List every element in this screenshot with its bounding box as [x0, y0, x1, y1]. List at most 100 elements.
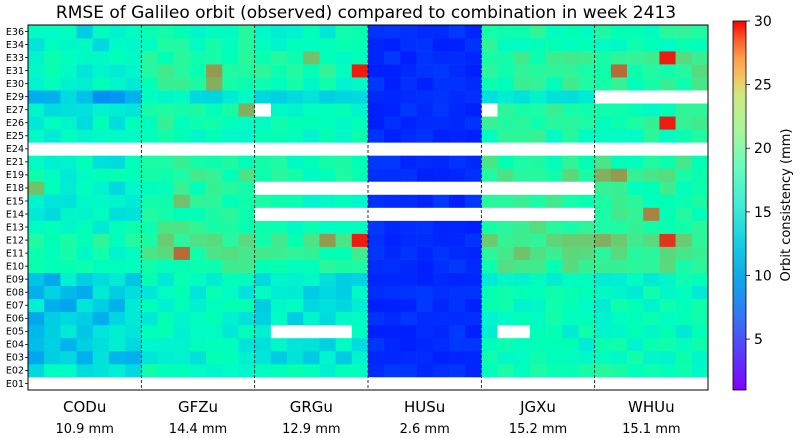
- heatmap-cell: [400, 272, 417, 287]
- heatmap-cell: [416, 51, 434, 65]
- heatmap-cell: [157, 220, 175, 234]
- heatmap-cell: [60, 51, 77, 65]
- heatmap-cell: [448, 181, 466, 195]
- heatmap-cell: [481, 116, 498, 130]
- heatmap-cell: [675, 129, 693, 143]
- heatmap-cell: [675, 181, 693, 195]
- heatmap-cell: [108, 38, 126, 52]
- heatmap-cell: [287, 220, 304, 234]
- y-tick-label: E09: [6, 274, 24, 285]
- heatmap-cell: [270, 116, 288, 130]
- heatmap-cell: [335, 363, 353, 378]
- heatmap-cell: [44, 298, 61, 313]
- heatmap-cell: [254, 363, 272, 378]
- heatmap-cell: [481, 337, 498, 352]
- colorbar-tick-label: 5: [754, 332, 763, 348]
- heatmap-cell: [497, 298, 515, 313]
- heatmap-cell: [173, 363, 191, 378]
- heatmap-cell: [28, 103, 45, 117]
- heatmap-cell: [627, 285, 644, 300]
- heatmap-cell: [44, 103, 61, 117]
- heatmap-cell: [44, 376, 61, 391]
- heatmap-cell: [60, 142, 77, 156]
- heatmap-cell: [60, 207, 77, 221]
- heatmap-cell: [222, 207, 239, 221]
- heatmap-cell: [432, 298, 450, 313]
- heatmap-cell: [222, 285, 239, 300]
- heatmap-cell: [400, 220, 417, 234]
- heatmap-cell: [157, 233, 175, 247]
- heatmap-cell: [287, 285, 304, 300]
- heatmap-cell: [206, 285, 223, 300]
- heatmap-cell: [691, 272, 709, 287]
- heatmap-cell: [481, 220, 498, 234]
- heatmap-cell: [270, 272, 288, 287]
- heatmap-cell: [643, 337, 660, 352]
- heatmap-cell: [368, 376, 385, 391]
- heatmap-cell: [578, 64, 595, 78]
- heatmap-cell: [189, 38, 207, 52]
- heatmap-cell: [594, 376, 612, 391]
- heatmap-cell: [60, 220, 77, 234]
- heatmap-cell: [287, 77, 304, 91]
- heatmap-cell: [432, 64, 450, 78]
- heatmap-cell: [675, 25, 693, 39]
- heatmap-cell: [513, 181, 531, 195]
- heatmap-cell: [675, 233, 693, 247]
- heatmap-cell: [44, 142, 61, 156]
- heatmap-cell: [416, 298, 434, 313]
- heatmap-cell: [92, 363, 110, 378]
- heatmap-cell: [562, 233, 579, 247]
- heatmap-cell: [513, 363, 531, 378]
- heatmap-cell: [465, 25, 482, 39]
- heatmap-cell: [351, 376, 369, 391]
- heatmap-cell: [400, 155, 417, 169]
- heatmap-cell: [254, 38, 272, 52]
- heatmap-cell: [400, 25, 417, 39]
- heatmap-cell: [287, 233, 304, 247]
- heatmap-cell: [610, 181, 628, 195]
- heatmap-cell: [578, 285, 595, 300]
- colorbar-tick-label: 15: [754, 205, 772, 221]
- heatmap-cell: [125, 194, 142, 208]
- chart-title: RMSE of Galileo orbit (observed) compare…: [56, 3, 676, 23]
- heatmap-cell: [368, 298, 385, 313]
- heatmap-cell: [270, 90, 288, 104]
- heatmap-cell: [481, 181, 498, 195]
- heatmap-cell: [497, 142, 515, 156]
- heatmap-cell: [432, 311, 450, 326]
- heatmap-cell: [173, 337, 191, 352]
- heatmap-cell: [416, 181, 434, 195]
- heatmap-cell: [189, 168, 207, 182]
- heatmap-cell: [351, 25, 369, 39]
- heatmap-cell: [691, 155, 709, 169]
- heatmap-cell: [351, 90, 369, 104]
- heatmap-cell: [141, 25, 158, 39]
- heatmap-cell: [578, 220, 595, 234]
- heatmap-cell: [76, 272, 94, 287]
- heatmap-cell: [238, 246, 255, 260]
- heatmap-cell: [319, 350, 336, 365]
- heatmap-cell: [141, 194, 158, 208]
- heatmap-cell: [351, 64, 369, 78]
- heatmap-cell: [335, 103, 353, 117]
- heatmap-cell: [384, 64, 401, 78]
- heatmap-cell: [465, 311, 482, 326]
- heatmap-cell: [44, 25, 61, 39]
- heatmap-cell: [627, 233, 644, 247]
- heatmap-cell: [659, 181, 676, 195]
- heatmap-cell: [335, 298, 353, 313]
- heatmap-cell: [76, 116, 94, 130]
- heatmap-cell: [76, 103, 94, 117]
- heatmap-cell: [92, 220, 110, 234]
- heatmap-cell: [465, 298, 482, 313]
- heatmap-cell: [319, 90, 336, 104]
- heatmap-cell: [125, 311, 142, 326]
- heatmap-cell: [562, 246, 579, 260]
- heatmap-cell: [546, 324, 563, 339]
- heatmap-cell: [529, 51, 547, 65]
- heatmap-cell: [432, 116, 450, 130]
- colorbar-tick-label: 25: [754, 78, 772, 94]
- heatmap-cell: [270, 38, 288, 52]
- heatmap-cell: [351, 116, 369, 130]
